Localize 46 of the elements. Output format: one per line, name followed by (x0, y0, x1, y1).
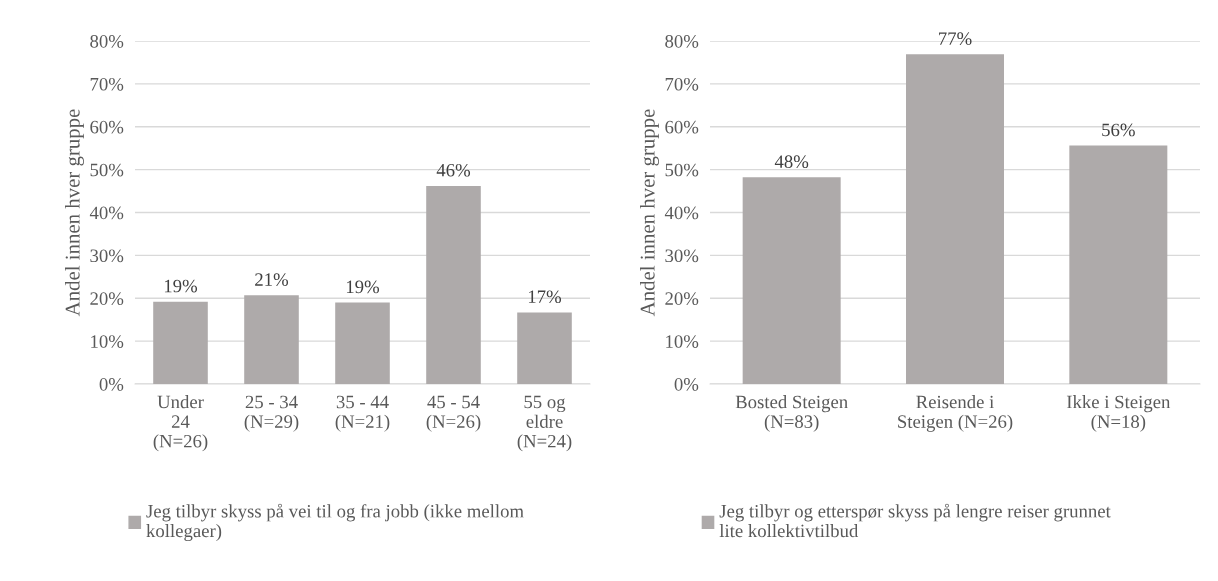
y-tick-label: 40% (89, 206, 124, 220)
y-tick-label: 60% (90, 120, 124, 134)
y-tick-label: 30% (665, 249, 699, 263)
y-tick-label: 30% (90, 249, 124, 263)
x-tick-label: 45 - 54 (N=26) (426, 395, 481, 432)
y-tick-label: 10% (666, 335, 699, 348)
data-label: 21% (255, 273, 289, 286)
legend-label: Jeg tilbyr skyss på vei til og fra jobb (ikke mellom kollegaer) (146, 503, 524, 542)
y-tick-label: 20% (90, 292, 124, 305)
y-tick-label: 40% (664, 206, 699, 220)
y-axis-title: Andel innen hver gruppe (65, 109, 84, 317)
bar (742, 177, 841, 384)
x-tick-label: 35 - 44 (N=21) (335, 395, 390, 432)
bar (244, 295, 299, 384)
data-label: 19% (346, 280, 380, 294)
y-tick-label: 50% (665, 163, 699, 177)
y-tick-label: 60% (665, 120, 699, 134)
x-tick-label: Bosted Steigen (N=83) (735, 395, 848, 432)
x-tick-label: 25 - 34 (N=29) (244, 395, 299, 432)
y-tick-label: 70% (665, 77, 699, 91)
y-tick-label: 20% (665, 292, 699, 305)
bar (335, 302, 390, 384)
y-tick-label: 10% (91, 335, 124, 348)
x-tick-label: Ikke i Steigen (N=18) (1066, 395, 1171, 432)
data-label: 19% (164, 279, 198, 293)
y-tick-label: 80% (665, 35, 699, 48)
legend-label: Jeg tilbyr og etterspør skyss på lengre reiser grunnet lite kollektivtilbud (719, 503, 1111, 538)
y-tick-label: 50% (90, 163, 124, 177)
data-label: 77% (939, 32, 972, 45)
x-tick-label: Reisende i Steigen (N=26) (898, 395, 1013, 432)
y-tick-label: 0% (99, 378, 124, 391)
x-tick-label: 55 og eldre (N=24) (517, 395, 572, 452)
bar (517, 312, 572, 384)
y-axis-title: Andel innen hver gruppe (640, 109, 659, 317)
bar (426, 185, 481, 384)
data-label: 17% (528, 290, 562, 304)
data-label: 56% (1102, 123, 1135, 137)
data-label: 46% (436, 163, 471, 177)
data-label: 48% (774, 155, 809, 169)
y-tick-label: 70% (90, 77, 124, 91)
bar (153, 301, 208, 384)
y-tick-label: 0% (674, 378, 699, 391)
bar (906, 54, 1004, 384)
bar (1069, 145, 1168, 384)
x-tick-label: Under 24 (N=26) (153, 395, 208, 452)
y-tick-label: 80% (90, 35, 124, 48)
